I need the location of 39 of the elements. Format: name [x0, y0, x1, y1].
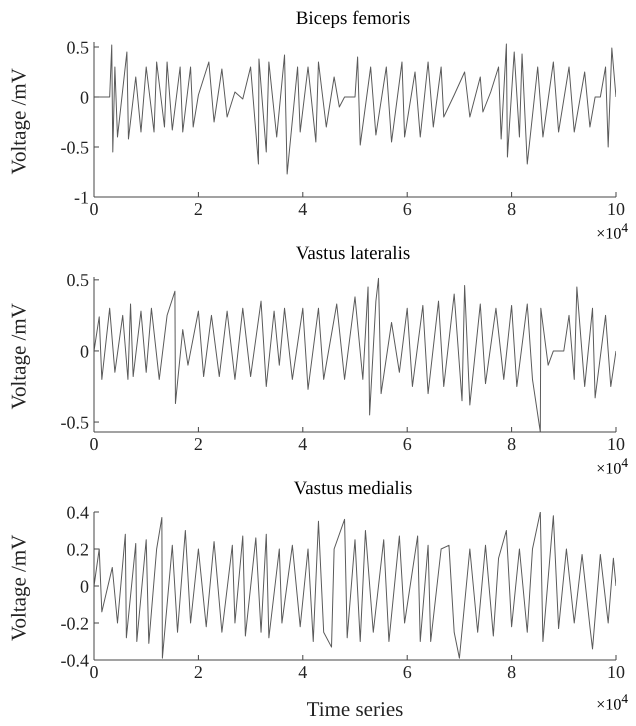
- chart-title: Biceps femoris: [294, 8, 412, 31]
- x-tick-label: 6: [402, 198, 412, 219]
- y-axis-title: Voltage /mV: [6, 534, 30, 641]
- y-tick-label: 0.4: [66, 502, 89, 522]
- x-tick-label: 10: [607, 198, 625, 219]
- y-tick-label: 0.5: [66, 270, 89, 290]
- text: ×10$^{4}$: [596, 220, 628, 243]
- x-tick-label: 4: [298, 662, 308, 682]
- y-tick-label: 0.2: [66, 539, 89, 560]
- x-tick-label: 4: [298, 434, 308, 454]
- x-tick-label: 2: [194, 198, 203, 219]
- x-tick-label: 6: [402, 434, 412, 454]
- y-tick-label: -0.5: [60, 137, 89, 158]
- y-tick-label: -0.5: [60, 412, 89, 432]
- x-tick-label: 6: [402, 662, 412, 682]
- x-tick-label: 2: [194, 434, 203, 454]
- x-tick-label: 8: [507, 198, 516, 219]
- y-tick-label: 0: [80, 341, 89, 362]
- y-axis-title: Voltage /mV: [6, 68, 30, 174]
- y-tick-label: -0.4: [60, 650, 89, 670]
- x-tick-label: 10: [607, 662, 625, 682]
- y-tick-label: -0.2: [60, 613, 89, 634]
- text: ×10$^{4}$: [596, 454, 628, 478]
- y-axis-title: Voltage /mV: [6, 303, 30, 410]
- y-tick-label: 0.5: [66, 37, 89, 58]
- y-tick-label: 0: [80, 87, 89, 108]
- x-axis-title: Time series: [306, 697, 404, 721]
- chart-title: Vastus lateralis: [294, 243, 412, 266]
- x-tick-label: 8: [507, 662, 516, 682]
- x-tick-label: 10: [607, 434, 625, 454]
- y-tick-label: -1: [74, 187, 89, 208]
- x-tick-label: 4: [298, 198, 308, 219]
- chart-title: Vastus medialis: [292, 478, 414, 501]
- x-tick-label: 2: [194, 662, 203, 682]
- line-series: [94, 278, 616, 432]
- text: ×10$^{4}$: [596, 690, 628, 714]
- line-series: [94, 512, 616, 659]
- x-tick-label: 8: [507, 434, 516, 454]
- y-tick-label: 0: [80, 576, 89, 596]
